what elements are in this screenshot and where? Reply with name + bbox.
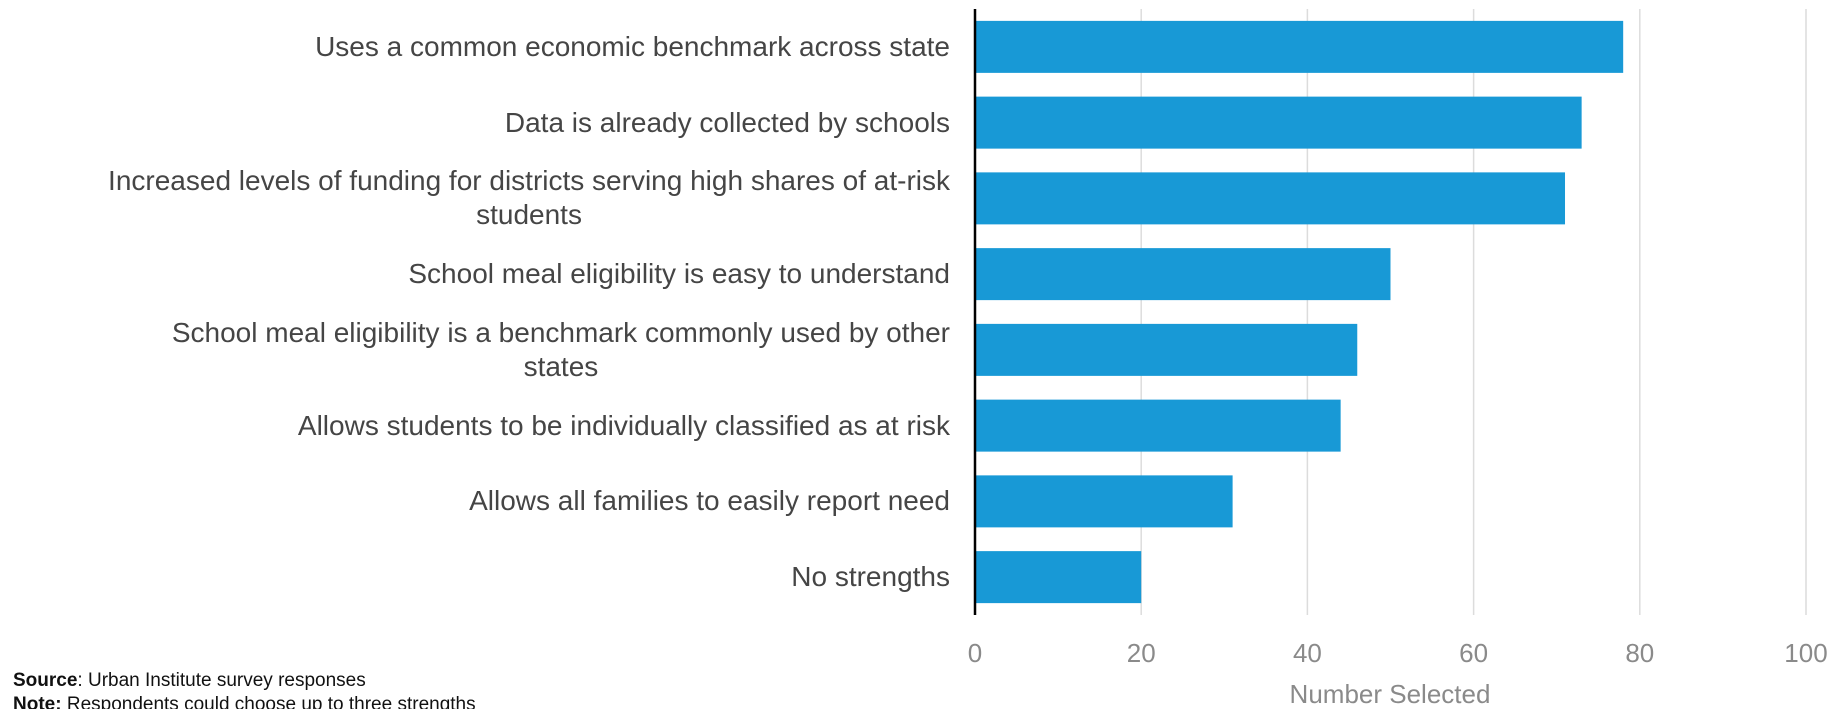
category-label-box: School meal eligibility is a benchmark c…	[0, 316, 950, 384]
category-label-box: Data is already collected by schools	[0, 106, 950, 140]
x-tick-label: 100	[1784, 638, 1827, 668]
bar	[975, 323, 1358, 376]
category-label-box: No strengths	[0, 560, 950, 594]
bar	[975, 475, 1233, 528]
y-tick-label: Uses a common economic benchmark across …	[315, 30, 950, 62]
y-tick-label: School meal eligibility is easy to under…	[408, 258, 950, 290]
y-tick-label: Allows all families to easily report nee…	[469, 485, 950, 517]
note-label: Note:	[13, 694, 62, 709]
bar	[975, 399, 1341, 452]
category-label-box: School meal eligibility is easy to under…	[0, 257, 950, 291]
source-label: Source	[13, 670, 78, 691]
y-tick-label: School meal eligibility is a benchmark c…	[171, 316, 950, 382]
y-tick-label: No strengths	[791, 561, 950, 593]
bar	[975, 172, 1566, 225]
y-tick-label: Allows students to be individually class…	[297, 409, 950, 441]
source: Source: Urban Institute survey responses	[13, 670, 366, 692]
x-tick-label: 0	[968, 638, 982, 668]
category-label-box: Allows all families to easily report nee…	[0, 484, 950, 518]
x-tick-label: 40	[1293, 638, 1322, 668]
x-tick-label: 60	[1459, 638, 1488, 668]
category-label-box: Increased levels of funding for district…	[0, 164, 950, 232]
y-tick-label: Increased levels of funding for district…	[108, 165, 950, 231]
bar	[975, 551, 1142, 604]
bar	[975, 96, 1582, 149]
note-text: Respondents could choose up to three str…	[61, 694, 476, 709]
source-text: : Urban Institute survey responses	[77, 670, 366, 691]
x-tick-label: 20	[1127, 638, 1156, 668]
y-tick-label: Data is already collected by schools	[504, 106, 950, 138]
note: Note: Respondents could choose up to thr…	[13, 694, 476, 709]
x-axis-title: Number Selected	[1290, 679, 1491, 709]
category-label-box: Uses a common economic benchmark across …	[0, 30, 950, 64]
x-tick-label: 80	[1625, 638, 1654, 668]
bar	[975, 20, 1624, 73]
category-label-box: Allows students to be individually class…	[0, 409, 950, 443]
bar	[975, 248, 1391, 301]
